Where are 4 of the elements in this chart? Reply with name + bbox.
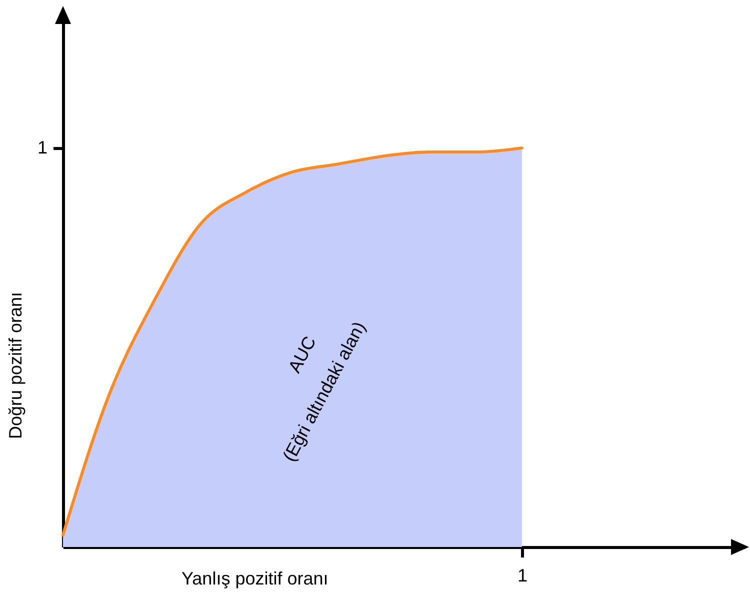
annotation: 1 (37, 138, 48, 158)
annotation: 1 (517, 566, 528, 586)
x-axis-title: Yanlış pozitif oranı (182, 568, 328, 588)
y-axis-title: Doğru pozitif oranı (6, 292, 26, 440)
